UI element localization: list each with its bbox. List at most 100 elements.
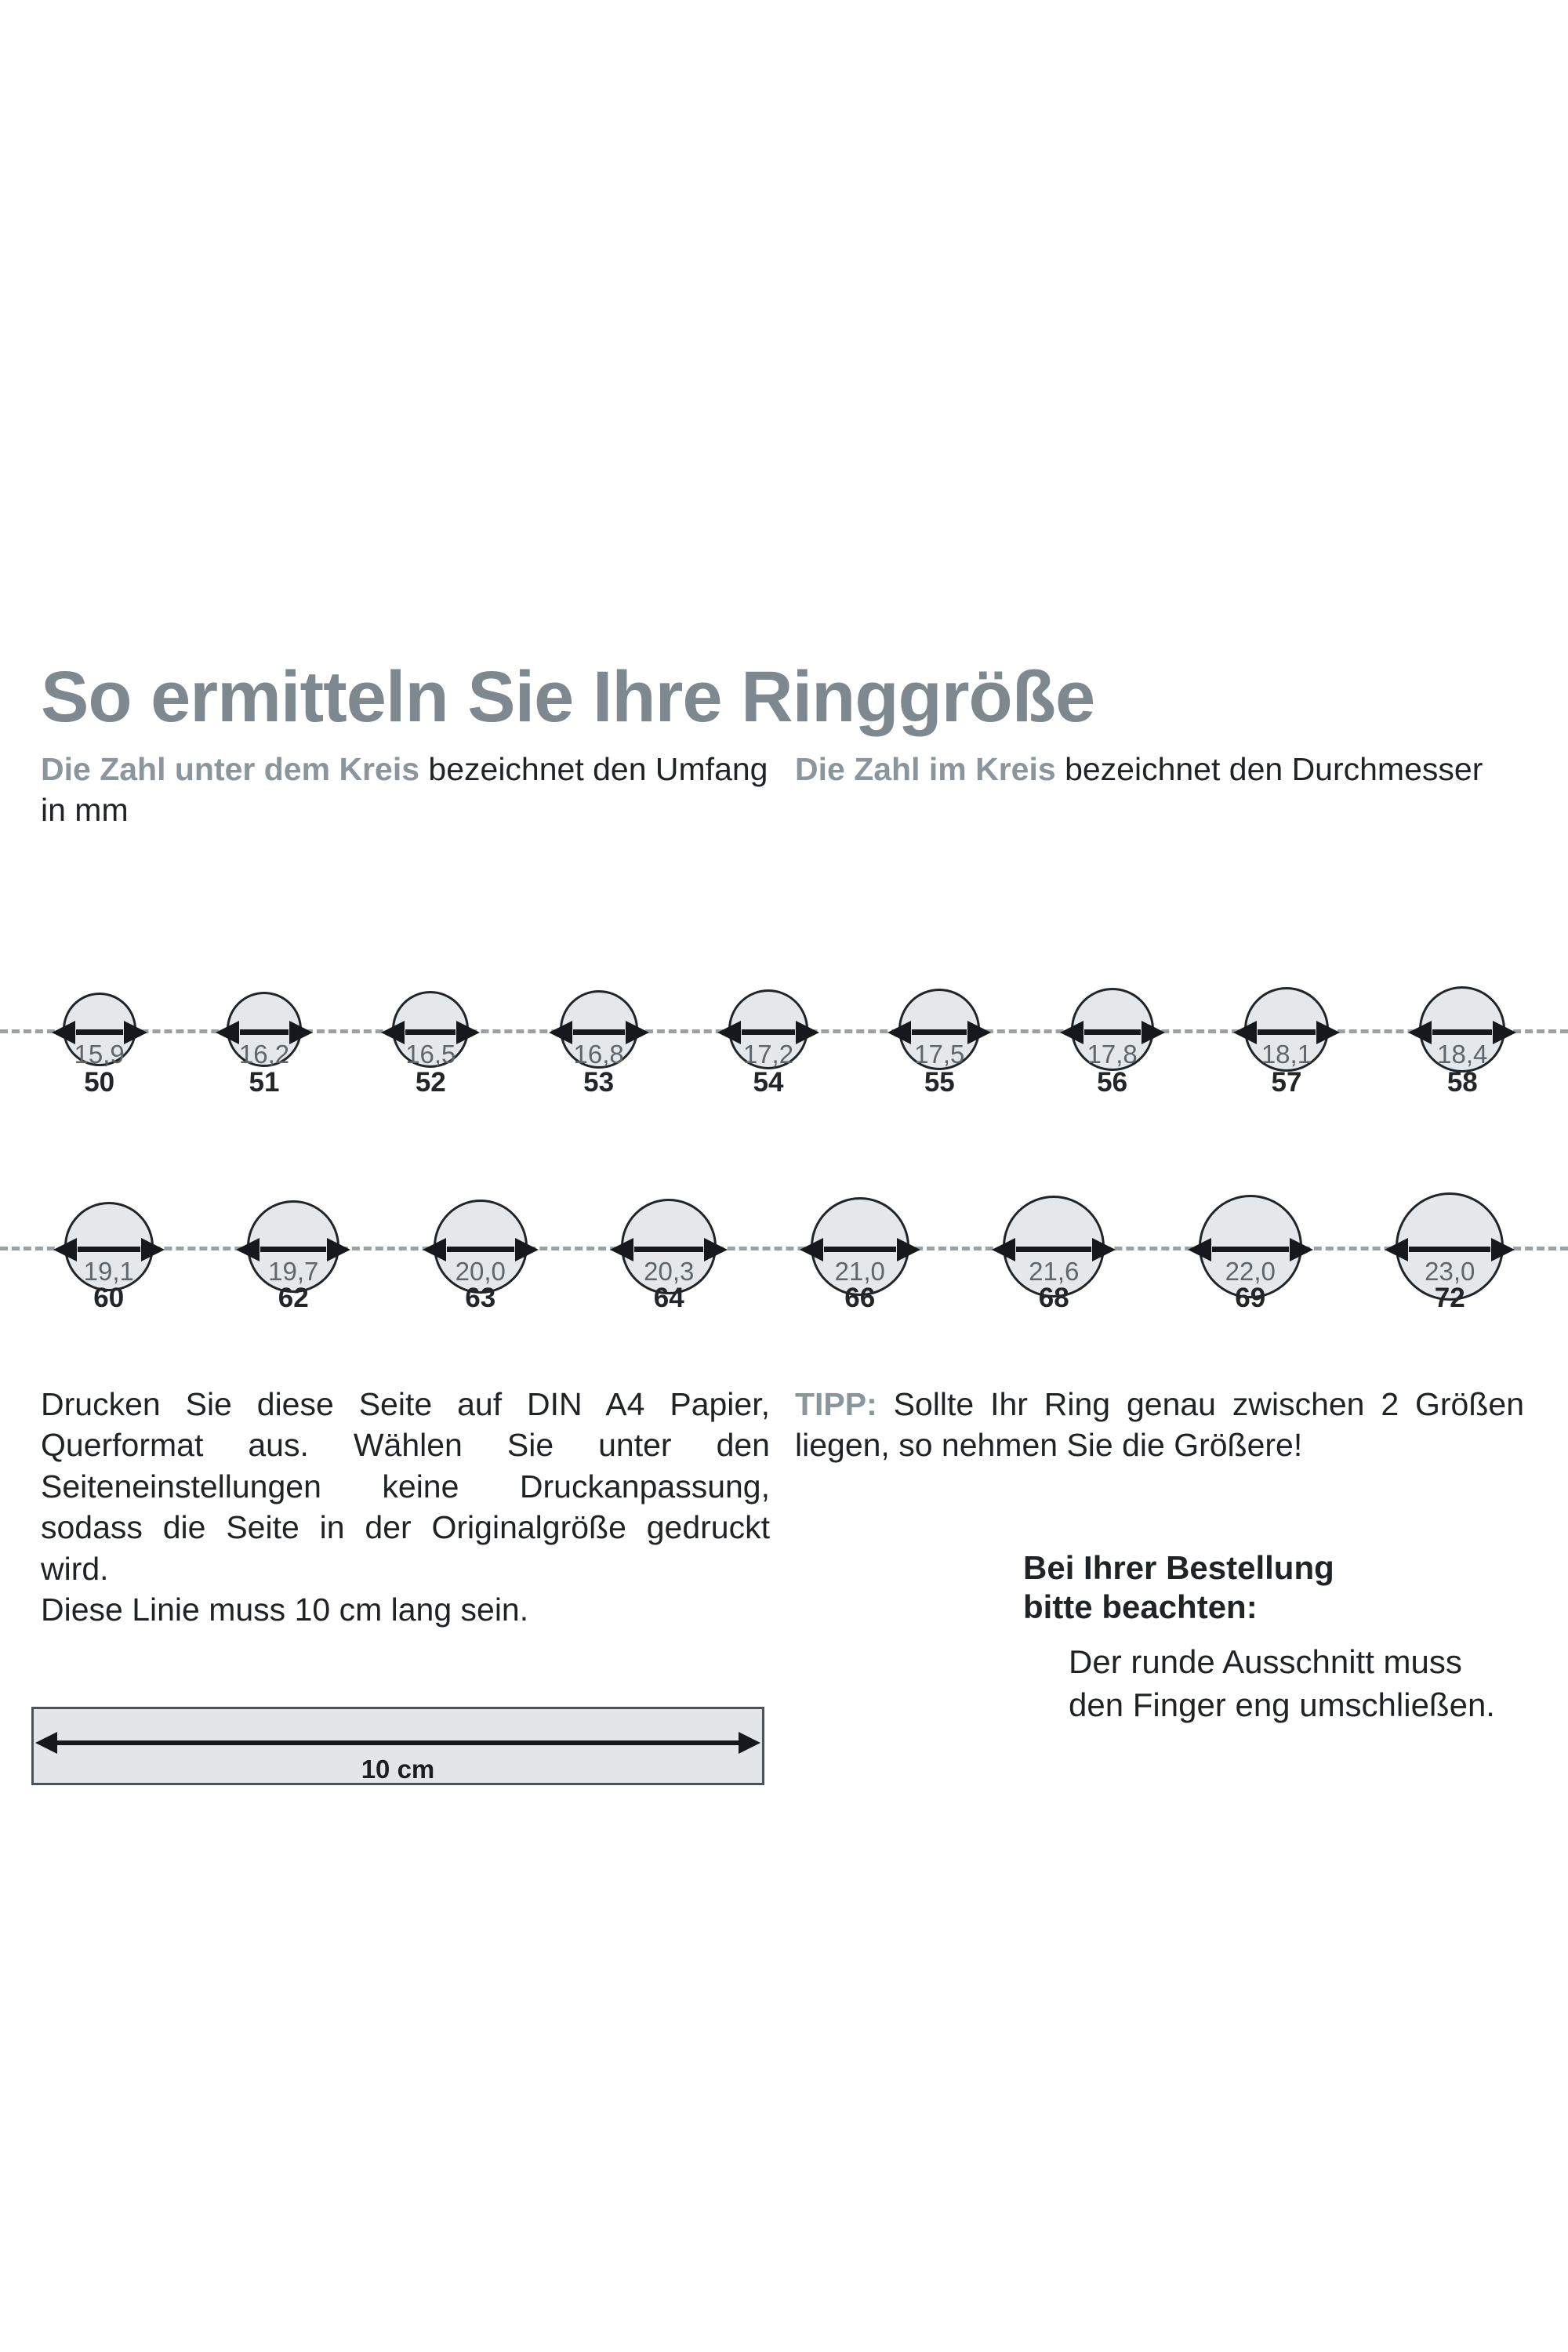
ring-size-label: 68 xyxy=(1038,1283,1069,1313)
ring-diameter-label: 21,0 xyxy=(834,1257,885,1286)
arrow-line xyxy=(51,1020,147,1044)
arrow-left-icon xyxy=(1059,1020,1083,1044)
tip-body: Sollte Ihr Ring genau zwischen 2 Größen … xyxy=(795,1386,1524,1464)
arrow-right-icon xyxy=(140,1237,165,1261)
ring-size-label: 62 xyxy=(278,1283,309,1313)
ring-size-label: 55 xyxy=(924,1067,955,1098)
ring-size-item: 16,5 52 xyxy=(381,913,481,1098)
ring-size-label: 51 xyxy=(249,1067,280,1098)
arrow-left-icon xyxy=(215,1020,239,1044)
ring-diameter-label: 15,9 xyxy=(74,1040,125,1069)
ring-size-item: 20,3 64 xyxy=(610,1129,728,1313)
ring-row-large: 19,1 60 19,7 62 20,0 63 20,3 64 21,0 66 21,6 68 22,0… xyxy=(0,1129,1568,1325)
arrow-left-icon xyxy=(35,1732,57,1754)
ruler-label: 10 cm xyxy=(361,1755,435,1784)
ring-size-item: 18,4 58 xyxy=(1408,913,1517,1098)
arrow-right-icon xyxy=(1316,1020,1340,1044)
arrow-line xyxy=(799,1237,920,1261)
order-note-heading-line2: bitte beachten: xyxy=(1023,1588,1258,1626)
arrow-line xyxy=(717,1020,819,1044)
arrow-left-icon xyxy=(610,1237,634,1261)
ring-size-label: 52 xyxy=(415,1067,446,1098)
arrow-right-icon xyxy=(123,1020,147,1044)
ruler-line xyxy=(35,1732,760,1754)
arrow-line xyxy=(381,1020,481,1044)
ring-diameter-label: 16,5 xyxy=(405,1040,456,1069)
ring-strip: 15,9 50 16,2 51 16,5 52 16,8 53 17,2 54 17,5 55 17,8… xyxy=(0,913,1568,1109)
ring-circle: 17,5 xyxy=(887,989,992,1070)
intro-left: Die Zahl unter dem Kreis bezeichnet den … xyxy=(41,749,770,831)
ring-diameter-label: 23,0 xyxy=(1425,1257,1475,1286)
arrow-right-icon xyxy=(739,1732,760,1754)
diameter-arrow xyxy=(1232,1020,1340,1044)
arrow-right-icon xyxy=(1491,1237,1515,1261)
ring-circle: 19,1 xyxy=(53,1202,165,1291)
ring-size-item: 16,2 51 xyxy=(215,913,313,1098)
ring-diameter-label: 19,7 xyxy=(268,1257,319,1286)
diameter-arrow xyxy=(236,1237,351,1261)
arrow-right-icon xyxy=(514,1237,539,1261)
diameter-arrow xyxy=(887,1020,992,1044)
intro-section: Die Zahl unter dem Kreis bezeichnet den … xyxy=(41,749,1530,831)
ring-size-label: 60 xyxy=(93,1283,125,1313)
order-note-heading: Bei Ihrer Bestellung bitte beachten: xyxy=(1023,1548,1525,1628)
ring-size-item: 19,7 62 xyxy=(236,1129,351,1313)
diameter-arrow xyxy=(1059,1020,1165,1044)
arrow-line xyxy=(1187,1237,1313,1261)
arrow-left-icon xyxy=(1385,1237,1409,1261)
ring-diameter-label: 21,6 xyxy=(1029,1257,1080,1286)
arrow-right-icon xyxy=(1493,1020,1517,1044)
arrow-left-icon xyxy=(53,1237,77,1261)
ring-size-item: 21,0 66 xyxy=(799,1129,920,1313)
ring-circle: 23,0 xyxy=(1385,1192,1515,1301)
ring-circle: 18,4 xyxy=(1408,986,1517,1073)
diameter-arrow xyxy=(1408,1020,1517,1044)
ring-circle: 19,7 xyxy=(236,1200,351,1293)
ring-diameter-label: 18,4 xyxy=(1437,1040,1488,1069)
ring-circle: 20,0 xyxy=(422,1200,539,1294)
ring-size-label: 64 xyxy=(653,1283,684,1313)
arrow-line xyxy=(1408,1020,1517,1044)
tip-text: TIPP: Sollte Ihr Ring genau zwischen 2 G… xyxy=(795,1384,1524,1466)
ring-diameter-label: 16,8 xyxy=(573,1040,624,1069)
arrow-left-icon xyxy=(1408,1020,1432,1044)
diameter-arrow xyxy=(717,1020,819,1044)
arrow-right-icon xyxy=(289,1020,313,1044)
ring-size-item: 17,2 54 xyxy=(717,913,819,1098)
arrow-line xyxy=(236,1237,351,1261)
diameter-arrow xyxy=(381,1020,481,1044)
ring-diameter-label: 18,1 xyxy=(1261,1040,1312,1069)
order-note: Bei Ihrer Bestellung bitte beachten: Der… xyxy=(1023,1548,1525,1727)
ring-circle: 21,6 xyxy=(992,1196,1116,1298)
arrow-left-icon xyxy=(51,1020,75,1044)
diameter-arrow xyxy=(992,1237,1116,1261)
arrow-left-icon xyxy=(717,1020,741,1044)
ring-circle: 16,5 xyxy=(381,991,481,1069)
ring-size-item: 17,8 56 xyxy=(1059,913,1165,1098)
arrow-right-icon xyxy=(1141,1020,1165,1044)
ring-size-label: 57 xyxy=(1271,1067,1302,1098)
tip-column: TIPP: Sollte Ihr Ring genau zwischen 2 G… xyxy=(795,1384,1524,1631)
ring-diameter-label: 19,1 xyxy=(83,1257,134,1286)
ring-circle: 21,0 xyxy=(799,1197,920,1296)
intro-right-lead: Die Zahl im Kreis xyxy=(795,751,1056,787)
diameter-arrow xyxy=(1187,1237,1313,1261)
arrow-right-icon xyxy=(704,1237,728,1261)
bottom-section: Drucken Sie diese Seite auf DIN A4 Papie… xyxy=(41,1384,1530,1631)
instructions-column: Drucken Sie diese Seite auf DIN A4 Papie… xyxy=(41,1384,770,1631)
arrow-left-icon xyxy=(887,1020,912,1044)
arrow-left-icon xyxy=(381,1020,405,1044)
line-instruction: Diese Linie muss 10 cm lang sein. xyxy=(41,1592,529,1628)
ring-diameter-label: 16,2 xyxy=(238,1040,290,1069)
ring-size-label: 58 xyxy=(1446,1067,1478,1098)
ring-size-item: 20,0 63 xyxy=(422,1129,539,1313)
intro-right: Die Zahl im Kreis bezeichnet den Durchme… xyxy=(795,749,1524,831)
ring-size-label: 50 xyxy=(84,1067,115,1098)
arrow-left-icon xyxy=(799,1237,823,1261)
arrow-left-icon xyxy=(1232,1020,1257,1044)
ring-row-small: 15,9 50 16,2 51 16,5 52 16,8 53 17,2 54 17,5 55 17,8… xyxy=(0,913,1568,1109)
intro-left-lead: Die Zahl unter dem Kreis xyxy=(41,751,420,787)
arrow-right-icon xyxy=(896,1237,920,1261)
ring-size-item: 17,5 55 xyxy=(887,913,992,1098)
arrow-right-icon xyxy=(1289,1237,1313,1261)
